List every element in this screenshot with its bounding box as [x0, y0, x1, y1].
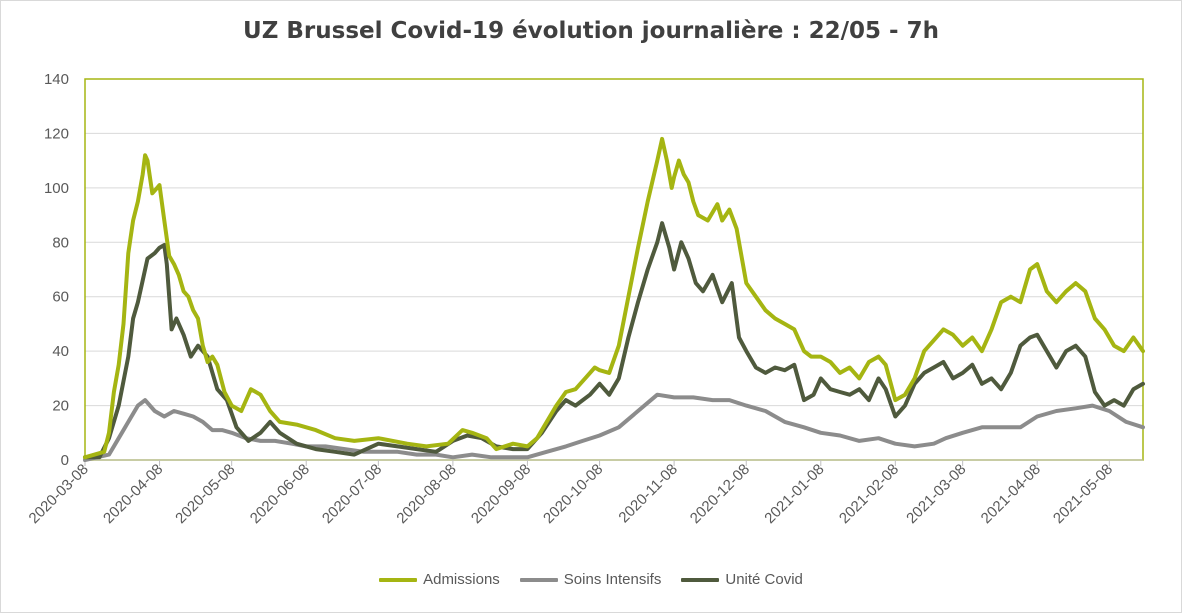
- chart-legend: Admissions Soins Intensifs Unité Covid: [0, 571, 1182, 588]
- legend-swatch: [681, 577, 720, 582]
- y-tick-label: 40: [52, 343, 69, 360]
- x-tick-label: 2021-03-08: [903, 461, 969, 527]
- legend-item: Admissions: [379, 571, 500, 588]
- x-tick-label: 2020-05-08: [172, 461, 238, 527]
- x-tick-label: 2020-11-08: [615, 461, 680, 526]
- x-tick-label: 2020-07-08: [319, 461, 385, 527]
- y-tick-label: 60: [52, 289, 69, 306]
- y-tick-label: 0: [61, 452, 69, 469]
- chart-title: UZ Brussel Covid-19 évolution journalièr…: [243, 18, 939, 44]
- legend-label: Admissions: [423, 571, 500, 588]
- axes: [84, 78, 1144, 466]
- legend-item: Soins Intensifs: [519, 571, 662, 588]
- x-tick-label: 2021-02-08: [836, 461, 902, 527]
- x-tick-labels: 2020-03-08 2020-04-08 2020-05-08 2020-06-08…: [26, 461, 1117, 527]
- x-tick-label: 2020-10-08: [540, 461, 606, 527]
- x-tick-label: 2021-01-08: [761, 461, 827, 527]
- series-line-soins-intensifs: [83, 392, 1145, 462]
- y-tick-label: 140: [44, 71, 69, 88]
- x-tick-label: 2020-06-08: [247, 461, 313, 527]
- series-lines: [83, 136, 1145, 462]
- series-line-admissions: [83, 136, 1145, 460]
- x-tick-label: 2021-04-08: [978, 461, 1044, 527]
- y-tick-label: 20: [52, 398, 69, 415]
- legend-swatch: [519, 577, 558, 582]
- legend-swatch: [379, 577, 418, 582]
- x-tick-label: 2020-04-08: [100, 461, 166, 527]
- legend-item: Unité Covid: [681, 571, 803, 588]
- x-tick-label: 2020-03-08: [26, 461, 92, 527]
- y-tick-label: 80: [52, 234, 69, 251]
- x-tick-label: 2020-08-08: [393, 461, 459, 527]
- x-tick-label: 2020-09-08: [468, 461, 534, 527]
- legend-label: Unité Covid: [725, 571, 803, 588]
- y-tick-label: 120: [44, 125, 69, 142]
- x-tick-label: 2020-12-08: [687, 461, 753, 527]
- y-tick-label: 100: [44, 180, 69, 197]
- legend-label: Soins Intensifs: [563, 571, 662, 588]
- y-tick-labels: 0 20 40 60 80 100 120 140: [44, 71, 69, 469]
- x-tick-label: 2021-05-08: [1050, 461, 1116, 527]
- series-line-unit-covid: [83, 221, 1145, 460]
